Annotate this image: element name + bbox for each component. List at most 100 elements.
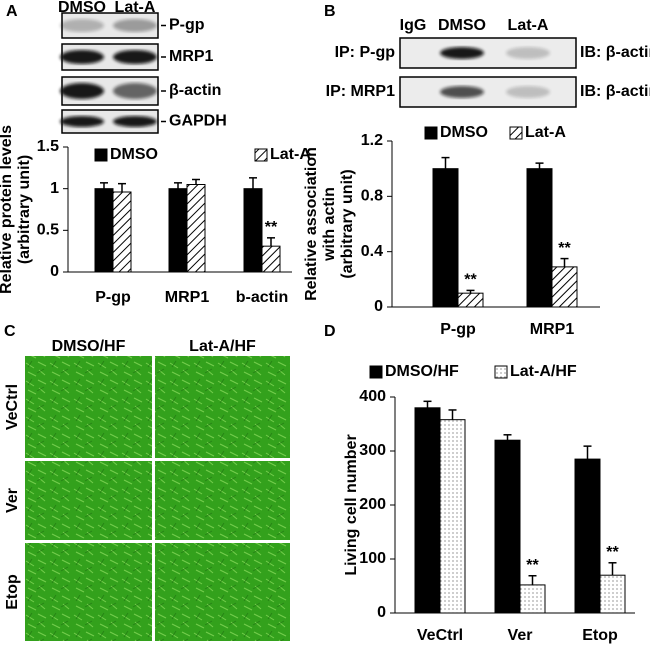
micrograph bbox=[155, 356, 290, 458]
legend-label: Lat-A/HF bbox=[510, 363, 577, 380]
y-tick-label: 0 bbox=[377, 604, 386, 621]
micrograph bbox=[25, 543, 152, 641]
y-tick-label: 400 bbox=[359, 388, 386, 405]
bar bbox=[574, 458, 601, 614]
lane-label: DMSO bbox=[58, 0, 106, 16]
y-axis-label: Relative association bbox=[303, 147, 320, 301]
blot-band bbox=[113, 116, 157, 127]
micrograph bbox=[25, 461, 152, 540]
legend-swatch bbox=[509, 126, 523, 140]
blot-band bbox=[113, 83, 157, 99]
blot-band bbox=[60, 50, 104, 64]
column-label: Lat-A/HF bbox=[189, 338, 256, 355]
y-axis-label: (arbitrary unit) bbox=[16, 155, 33, 264]
blot-band bbox=[60, 83, 104, 99]
row-label: VeCtrl bbox=[4, 384, 21, 430]
y-tick-label: 300 bbox=[359, 442, 386, 459]
bar bbox=[599, 574, 626, 614]
significance: ** bbox=[526, 557, 539, 574]
y-axis-label: (arbitrary unit) bbox=[339, 169, 356, 278]
legend-label: DMSO/HF bbox=[385, 363, 459, 380]
x-tick-label: MRP1 bbox=[530, 321, 575, 338]
y-tick-label: 1.2 bbox=[361, 132, 383, 149]
bar bbox=[168, 188, 188, 273]
ip-label: IP: MRP1 bbox=[326, 83, 395, 100]
column-label: DMSO/HF bbox=[52, 338, 126, 355]
y-tick-label: 0.4 bbox=[361, 243, 383, 260]
y-axis-label: Relative protein levels bbox=[0, 125, 15, 294]
y-tick-label: 0.8 bbox=[361, 188, 383, 205]
significance: ** bbox=[265, 219, 278, 236]
bar bbox=[94, 188, 114, 273]
legend-swatch bbox=[494, 365, 508, 379]
bar bbox=[432, 168, 459, 308]
lane-label: IgG bbox=[400, 17, 427, 34]
legend-swatch bbox=[424, 126, 438, 140]
x-tick-label: VeCtrl bbox=[417, 627, 463, 644]
y-tick-label: 0 bbox=[50, 263, 59, 280]
y-tick-label: 1.5 bbox=[37, 138, 59, 155]
y-tick-label: 100 bbox=[359, 550, 386, 567]
blot-band bbox=[506, 47, 550, 59]
micrograph bbox=[155, 461, 290, 540]
legend-swatch bbox=[94, 148, 108, 162]
blot-band bbox=[506, 86, 550, 98]
bar bbox=[439, 419, 466, 614]
bar bbox=[243, 188, 263, 273]
ib-label: IB: β-actin bbox=[580, 44, 650, 61]
panel-label: C bbox=[4, 323, 16, 340]
bar bbox=[494, 439, 521, 614]
blot-band bbox=[60, 116, 104, 127]
blot-band bbox=[113, 19, 157, 32]
y-tick-label: 200 bbox=[359, 496, 386, 513]
y-tick-label: 0.5 bbox=[37, 222, 59, 239]
row-label: Ver bbox=[4, 488, 21, 513]
x-tick-label: P-gp bbox=[440, 321, 476, 338]
legend-label: Lat-A bbox=[525, 124, 566, 141]
micrograph bbox=[155, 543, 290, 641]
lane-label: DMSO bbox=[438, 17, 486, 34]
x-tick-label: Etop bbox=[582, 627, 618, 644]
panel-label: D bbox=[324, 323, 336, 340]
y-tick-label: 1 bbox=[50, 180, 59, 197]
bar bbox=[186, 184, 206, 273]
micrograph bbox=[25, 356, 152, 458]
ib-label: IB: β-actin bbox=[580, 83, 650, 100]
legend-label: Lat-A bbox=[270, 146, 311, 163]
ip-label: IP: P-gp bbox=[335, 44, 396, 61]
legend-swatch bbox=[369, 365, 383, 379]
blot-band bbox=[440, 86, 484, 98]
legend-label: DMSO bbox=[110, 146, 158, 163]
bar bbox=[261, 245, 281, 273]
bar bbox=[519, 584, 546, 614]
panel-label: B bbox=[324, 3, 336, 20]
row-label: Etop bbox=[4, 574, 21, 610]
blot-label: β-actin bbox=[169, 82, 221, 99]
blot-band bbox=[113, 50, 157, 64]
significance: ** bbox=[464, 272, 477, 289]
blot-band bbox=[60, 19, 104, 32]
x-tick-label: P-gp bbox=[95, 289, 131, 306]
blot-label: MRP1 bbox=[169, 48, 214, 65]
panel-label: A bbox=[6, 3, 18, 20]
legend-label: DMSO bbox=[440, 124, 488, 141]
x-tick-label: Ver bbox=[508, 627, 533, 644]
y-tick-label: 0 bbox=[374, 298, 383, 315]
bar bbox=[551, 266, 578, 308]
bar bbox=[457, 292, 484, 308]
legend-swatch bbox=[254, 148, 268, 162]
bar bbox=[112, 191, 132, 273]
x-tick-label: MRP1 bbox=[165, 289, 210, 306]
x-tick-label: b-actin bbox=[236, 289, 288, 306]
bar bbox=[414, 407, 441, 614]
significance: ** bbox=[558, 240, 571, 257]
lane-label: Lat-A bbox=[115, 0, 156, 16]
blot-label: P-gp bbox=[169, 17, 205, 34]
significance: ** bbox=[606, 544, 619, 561]
bar bbox=[526, 168, 553, 308]
lane-label: Lat-A bbox=[508, 17, 549, 34]
y-axis-label: Living cell number bbox=[343, 434, 360, 575]
blot-band bbox=[440, 47, 484, 59]
blot-label: GAPDH bbox=[169, 113, 227, 130]
